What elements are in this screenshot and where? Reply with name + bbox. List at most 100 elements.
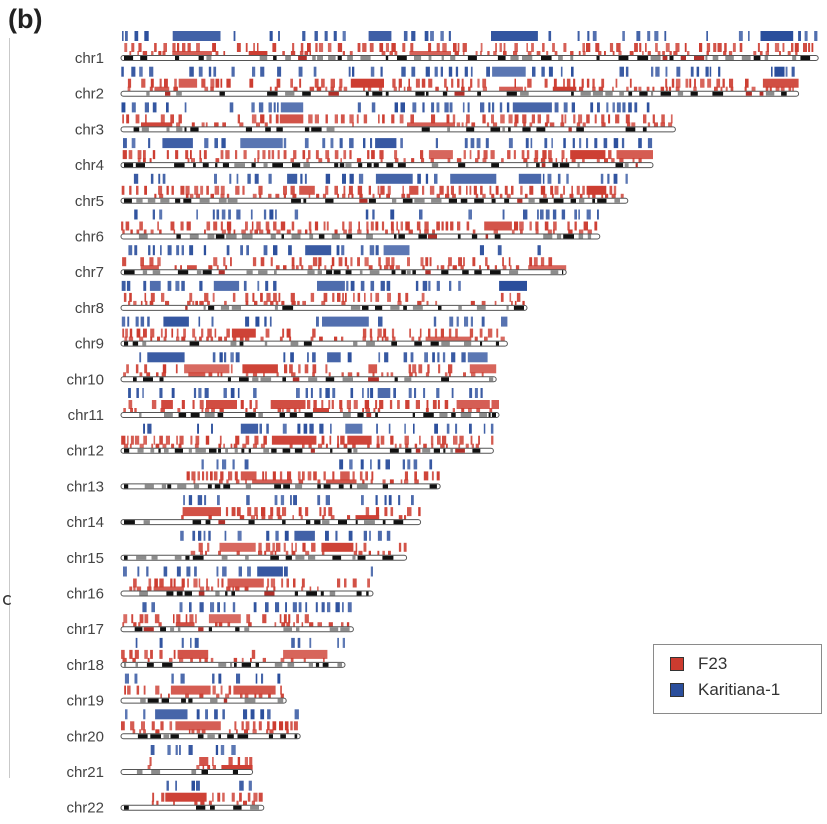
- segment-karitiana-chr4: [283, 138, 287, 149]
- segment-karitiana-chr8: [415, 280, 419, 291]
- cytoband-chr1: [497, 56, 506, 60]
- segment-f23-chr12: [254, 435, 259, 445]
- segment-f23-chr5: [226, 193, 230, 199]
- segment-karitiana-chr1: [587, 31, 590, 41]
- segment-f23-chr8: [426, 300, 429, 306]
- cytoband-chr8: [375, 305, 383, 310]
- segment-f23-chr14: [390, 507, 394, 517]
- cytoband-chr15: [185, 555, 190, 560]
- segment-f23-chr13: [431, 471, 434, 481]
- segment-karitiana-chr5: [158, 173, 161, 184]
- segment-karitiana-chr17: [342, 602, 344, 613]
- cytoband-chr12: [195, 448, 206, 453]
- cytoband-chr12: [150, 448, 155, 453]
- cytoband-chr5: [597, 198, 607, 203]
- segment-karitiana-chr5: [287, 173, 298, 184]
- segment-f23-chr5: [206, 185, 209, 195]
- segment-karitiana-chr8: [273, 280, 277, 291]
- cytoband-chr1: [328, 56, 336, 60]
- segment-karitiana-chr1: [342, 31, 346, 41]
- segment-f23-chr4: [570, 150, 606, 160]
- segment-karitiana-chr4: [339, 138, 343, 149]
- segment-karitiana-chr3: [131, 102, 136, 113]
- segment-f23-chr16: [266, 586, 268, 592]
- cytoband-chr12: [248, 448, 251, 453]
- segment-karitiana-chr15: [348, 530, 353, 541]
- segment-karitiana-chr20: [125, 709, 128, 720]
- segment-f23-chr4: [526, 150, 530, 160]
- segment-f23-chr5: [171, 185, 174, 195]
- segment-karitiana-chr9: [456, 316, 459, 327]
- segment-f23-chr10: [444, 372, 448, 378]
- cytoband-chr14: [382, 520, 386, 525]
- segment-f23-chr11: [389, 400, 393, 409]
- segment-karitiana-chr17: [265, 602, 269, 613]
- segment-f23-chr15: [265, 542, 271, 552]
- segment-f23-chr5: [609, 185, 613, 195]
- segment-f23-chr5: [576, 185, 580, 195]
- segment-f23-chr5: [571, 185, 573, 195]
- segment-karitiana-chr6: [263, 209, 267, 220]
- segment-karitiana-chr11: [469, 388, 473, 398]
- segment-f23-chr6: [381, 221, 385, 231]
- cytoband-chr3: [576, 127, 584, 132]
- cytoband-chr6: [578, 234, 584, 239]
- segment-f23-chr2: [314, 78, 319, 88]
- cytoband-chr18: [230, 662, 233, 667]
- cytoband-chr11: [245, 413, 256, 417]
- cytoband-chr12: [164, 448, 169, 453]
- segment-f23-chr1: [782, 43, 785, 52]
- segment-f23-chr22: [222, 792, 225, 802]
- segment-f23-chr1: [381, 51, 386, 56]
- cytoband-chr5: [218, 198, 227, 203]
- segment-f23-chr6: [221, 229, 226, 235]
- segment-f23-chr9: [265, 328, 270, 338]
- segment-f23-chr20: [151, 721, 155, 731]
- segment-karitiana-chr3: [622, 102, 626, 113]
- segment-f23-chr8: [500, 292, 504, 302]
- segment-f23-chr1: [389, 51, 393, 56]
- segment-f23-chr9: [171, 328, 174, 338]
- segment-f23-chr5: [214, 185, 220, 195]
- segment-f23-chr6: [366, 229, 369, 235]
- segment-karitiana-chr17: [199, 602, 204, 613]
- tick-label-chr20: chr20: [66, 728, 104, 745]
- segment-karitiana-chr1: [233, 31, 236, 41]
- segment-f23-chr18: [303, 657, 306, 663]
- segment-karitiana-chr17: [315, 602, 318, 613]
- segment-f23-chr2: [552, 86, 577, 92]
- segment-f23-chr4: [187, 158, 190, 164]
- segment-f23-chr7: [213, 257, 218, 267]
- segment-karitiana-chr16: [123, 566, 127, 577]
- segment-f23-chr15: [190, 550, 196, 556]
- segment-f23-chr4: [149, 158, 152, 164]
- cytoband-chr17: [177, 627, 181, 632]
- segment-f23-chr17: [158, 622, 162, 628]
- cytoband-chr5: [199, 198, 210, 203]
- segment-f23-chr12: [337, 443, 340, 449]
- segment-f23-chr5: [379, 193, 381, 199]
- segment-f23-chr1: [442, 43, 447, 52]
- segment-karitiana-chr12: [469, 423, 472, 434]
- segment-f23-chr8: [207, 300, 210, 306]
- segment-f23-chr8: [275, 300, 279, 306]
- segment-karitiana-chr19: [236, 673, 241, 684]
- segment-karitiana-chr2: [690, 66, 694, 77]
- segment-f23-chr12: [343, 443, 348, 449]
- segment-f23-chr19: [228, 685, 232, 695]
- segment-f23-chr7: [330, 265, 333, 271]
- segment-f23-chr10: [469, 364, 497, 374]
- segment-f23-chr6: [370, 221, 374, 231]
- segment-f23-chr10: [298, 364, 301, 374]
- segment-f23-chr4: [533, 158, 538, 164]
- segment-f23-chr7: [180, 265, 182, 271]
- segment-karitiana-chr1: [368, 31, 392, 41]
- segment-karitiana-chr14: [217, 495, 220, 506]
- segment-f23-chr15: [311, 542, 316, 552]
- segment-karitiana-chr1: [664, 31, 667, 41]
- segment-f23-chr1: [187, 43, 191, 52]
- cytoband-chr6: [215, 234, 225, 239]
- cytoband-chr13: [317, 484, 321, 489]
- segment-f23-chr2: [499, 86, 523, 92]
